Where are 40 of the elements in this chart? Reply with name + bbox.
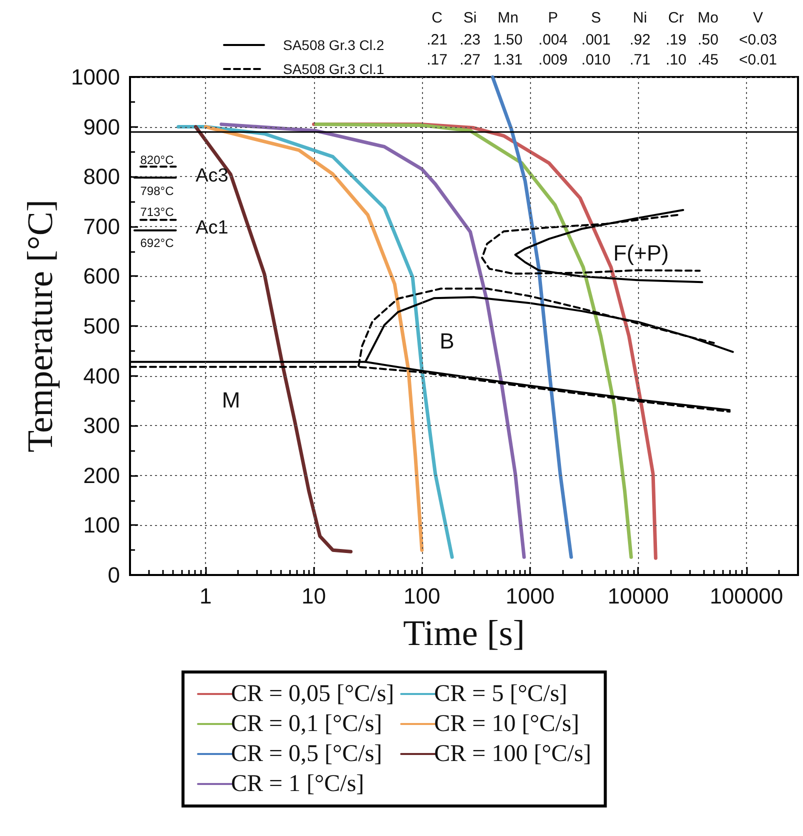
text: C Si Mn P S Ni Cr Mo V <box>432 10 764 26</box>
annotation: Ac3 <box>196 166 228 186</box>
legend-label: SA508 Gr.3 Cl.1 <box>283 61 384 77</box>
legend-label: CR = 1 [°C/s] <box>231 771 364 797</box>
y-tick-label: 300 <box>83 413 120 438</box>
annotation: 820°C <box>140 153 174 167</box>
x-tick-label: 1 <box>199 584 212 608</box>
y-tick-label: 900 <box>83 114 120 140</box>
annotation: B <box>440 328 454 354</box>
y-tick-label: 200 <box>83 462 120 488</box>
legend-label: CR = 0,1 [°C/s] <box>231 711 382 737</box>
y-tick-label: 1000 <box>71 64 120 90</box>
y-tick-label: 0 <box>108 562 120 588</box>
legend-label: CR = 5 [°C/s] <box>434 681 568 707</box>
legend-label: CR = 100 [°C/s] <box>434 741 592 767</box>
x-tick-label: 10 <box>302 584 326 608</box>
text: .21 .23 1.50 .004 .001 .92 .19 .50 <0.03 <box>426 32 777 48</box>
x-tick-label: 100000 <box>710 584 784 608</box>
annotation: M <box>222 388 240 412</box>
annotation: 692°C <box>140 236 174 250</box>
annotation: F(+P) <box>613 240 669 266</box>
x-tick-label: 10000 <box>608 584 669 608</box>
y-tick-label: 700 <box>83 214 120 239</box>
x-axis-title: Time [s] <box>403 613 525 653</box>
annotation: 713°C <box>140 205 174 219</box>
x-tick-label: 100 <box>404 584 440 608</box>
y-axis-title: Temperature [°C] <box>20 200 60 452</box>
y-tick-label: 600 <box>83 264 120 289</box>
legend-label: SA508 Gr.3 Cl.2 <box>283 37 384 53</box>
legend-label: CR = 0,5 [°C/s] <box>231 741 382 767</box>
text: .17 .27 1.31 .009 .010 .71 .10 .45 <0.01 <box>426 52 777 68</box>
annotation: 798°C <box>140 184 174 198</box>
x-tick-label: 1000 <box>506 584 555 608</box>
y-tick-label: 500 <box>83 314 120 338</box>
y-tick-label: 800 <box>83 164 120 190</box>
annotation: Ac1 <box>196 218 228 238</box>
legend-label: CR = 10 [°C/s] <box>434 711 580 737</box>
legend-label: CR = 0,05 [°C/s] <box>231 681 394 707</box>
y-tick-label: 400 <box>83 363 120 388</box>
y-tick-label: 100 <box>83 512 120 538</box>
